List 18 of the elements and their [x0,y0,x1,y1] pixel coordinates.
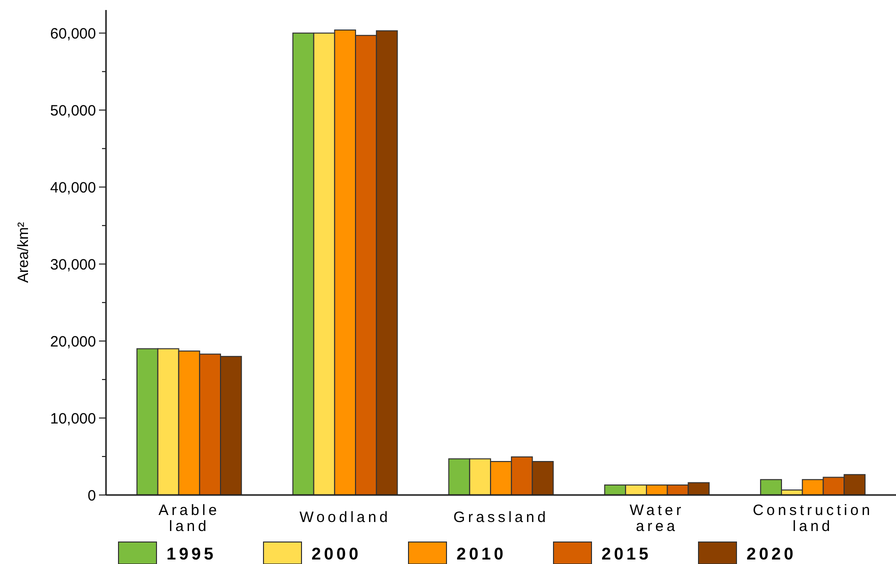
legend-label: 2010 [456,544,506,564]
y-tick-label: 20,000 [50,333,96,350]
x-tick-label: Woodland [299,509,391,526]
y-axis-title: Area/km² [15,222,32,283]
legend-label: 1995 [166,544,216,564]
text: 10,000 [50,410,96,428]
legend-label: 2020 [746,544,796,564]
y-tick-label: 0 [88,487,96,504]
y-tick-label: 50,000 [50,102,96,120]
x-tick-label: Water area [630,502,684,535]
x-tick-label: Construction land [752,502,873,535]
x-tick-label: Arable land [158,502,220,535]
y-tick-label: 60,000 [50,25,96,42]
y-tick-label: 30,000 [50,256,96,274]
legend-label: 2015 [602,544,652,564]
legend-label: 2000 [312,544,362,564]
y-tick-label: 40,000 [50,179,96,196]
x-tick-label: Grassland [453,509,549,526]
